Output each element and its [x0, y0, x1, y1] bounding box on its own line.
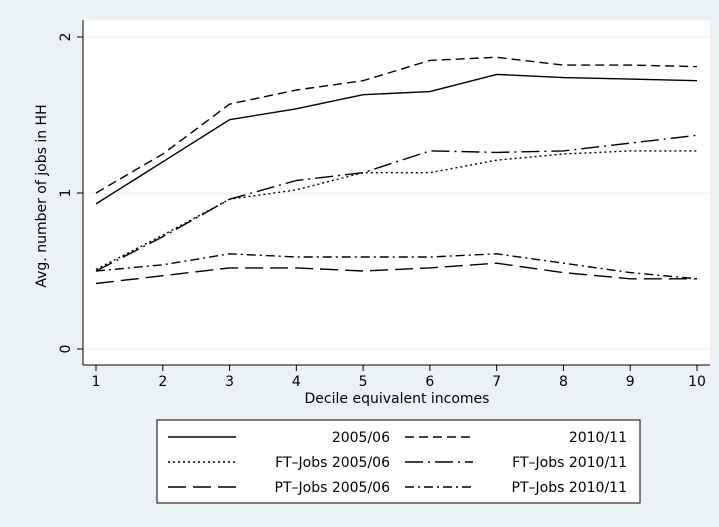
series-line	[95, 56, 698, 194]
x-tick-label: 8	[559, 374, 568, 390]
legend-label: 2010/11	[569, 430, 627, 446]
series-line	[95, 262, 697, 285]
series-line	[95, 253, 698, 280]
x-axis-ticks: 1 2 3 4 5 6 7 8 9 10	[92, 365, 706, 390]
x-tick-label: 5	[359, 374, 368, 390]
series-line	[95, 73, 698, 205]
x-axis-label: Decile equivalent incomes	[305, 391, 490, 407]
legend: 2005/06 2010/11 FT–Jobs 2005/06 FT–Jobs 201…	[156, 419, 641, 504]
y-axis-ticks: 0 1 2	[58, 33, 83, 354]
series-lines	[95, 56, 698, 285]
legend-box	[156, 419, 641, 504]
gridlines	[84, 36, 710, 350]
x-tick-label: 2	[158, 374, 167, 390]
y-tick-label: 2	[58, 33, 74, 42]
x-tick-label: 9	[626, 374, 635, 390]
legend-label: PT–Jobs 2005/06	[275, 480, 391, 496]
legend-label: FT–Jobs 2005/06	[275, 455, 390, 471]
y-tick-label: 0	[58, 345, 74, 354]
x-tick-label: 10	[688, 374, 706, 390]
legend-label: 2005/06	[332, 430, 390, 446]
x-tick-label: 4	[292, 374, 301, 390]
legend-label: PT–Jobs 2010/11	[512, 480, 627, 496]
legend-label: FT–Jobs 2010/11	[512, 455, 627, 471]
x-tick-label: 7	[492, 374, 501, 390]
x-tick-label: 3	[225, 374, 234, 390]
series-line	[95, 150, 697, 271]
x-tick-label: 6	[425, 374, 434, 390]
series-line	[95, 134, 698, 272]
y-axis-label: Avg. number of jobs in HH	[34, 104, 50, 287]
y-tick-label: 1	[58, 189, 74, 198]
x-tick-label: 1	[92, 374, 101, 390]
